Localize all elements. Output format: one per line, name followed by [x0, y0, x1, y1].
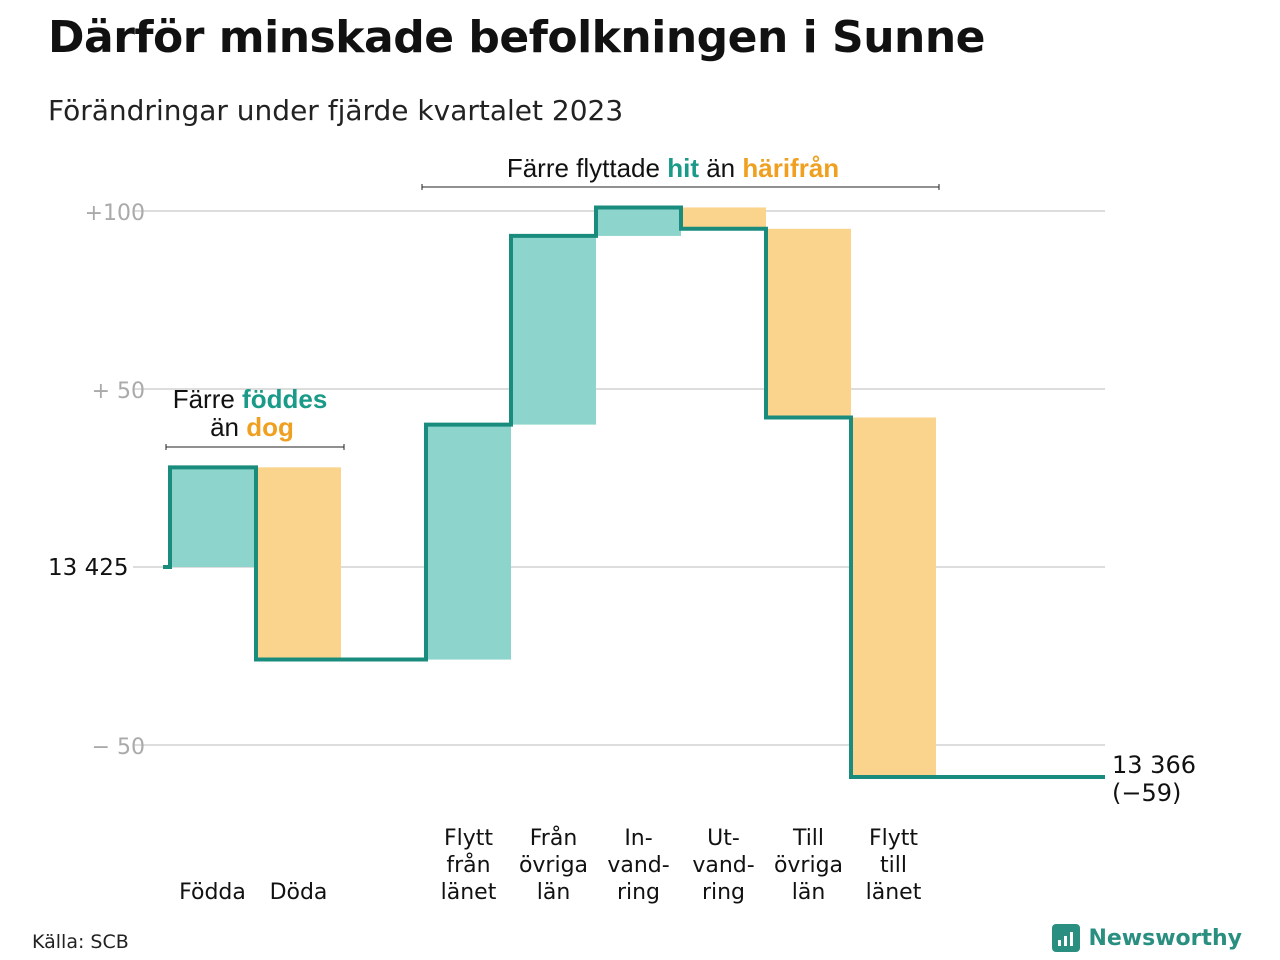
newsworthy-logo-icon — [1052, 924, 1081, 952]
x-category-label: Flytt till länet — [866, 826, 922, 905]
bar-layer — [170, 207, 936, 778]
brand-logo[interactable]: Newsworthy — [1052, 924, 1242, 952]
y-tick-label: − 50 — [92, 735, 145, 760]
end-value-label: 13 366 — [1112, 751, 1196, 779]
change-label: (−59) — [1112, 779, 1181, 807]
x-category-label: Döda — [270, 880, 328, 905]
bar — [256, 467, 341, 660]
start-value-label: 13 425 — [48, 555, 128, 581]
label-layer: Födda Döda Flytt från länet Från övriga län In-v… — [48, 555, 1196, 905]
bar — [766, 228, 851, 418]
annotation-migration: Färre flyttade hit än härifrån — [507, 153, 839, 183]
bar — [596, 207, 681, 236]
chart-subtitle: Förändringar under fjärde kvartalet 2023 — [48, 94, 624, 127]
annotation-births-deaths-line1: Färre föddes — [173, 384, 328, 414]
bar — [511, 235, 596, 425]
balance-step-line — [163, 205, 1105, 780]
x-category-label: Till övriga län — [774, 826, 843, 905]
x-category-label: Från övriga län — [519, 825, 588, 905]
x-category-label: Ut-vand-ring — [692, 826, 754, 905]
chart-title: Därför minskade befolkningen i Sunne — [48, 12, 986, 63]
line-layer — [163, 205, 1105, 780]
y-tick-label: +100 — [85, 201, 145, 226]
bar — [851, 417, 936, 778]
x-category-label: Födda — [179, 880, 246, 905]
bar — [426, 424, 511, 660]
bar — [681, 207, 766, 229]
tick-layer: +100 + 50 − 50 — [85, 201, 145, 760]
bar — [170, 467, 255, 567]
y-tick-label: + 50 — [92, 379, 145, 404]
brand-name: Newsworthy — [1088, 925, 1242, 951]
x-category-label: Flytt från länet — [441, 826, 497, 905]
source-note: Källa: SCB — [32, 931, 129, 953]
x-category-label: In-vand-ring — [607, 826, 669, 905]
annotation-births-deaths-line2: än dog — [210, 412, 294, 442]
